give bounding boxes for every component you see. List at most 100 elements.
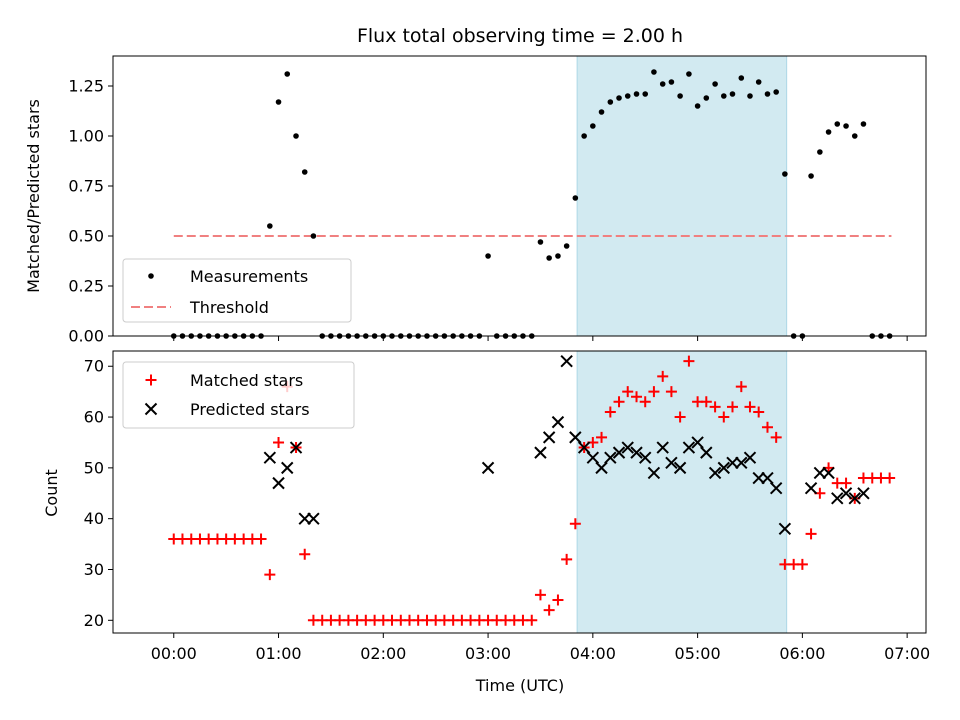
y-tick-label: 0.75 <box>68 177 104 196</box>
predicted-point <box>857 487 870 500</box>
x-tick-label: 03:00 <box>465 644 511 663</box>
predicted-point <box>604 451 617 464</box>
measurement-point <box>694 103 701 109</box>
matched-point <box>648 386 660 398</box>
matched-point <box>700 396 712 408</box>
predicted-point <box>630 446 643 459</box>
x-tick-label: 01:00 <box>255 644 301 663</box>
matched-point <box>665 386 677 398</box>
predicted-point <box>577 441 591 454</box>
measurement-point <box>668 79 675 85</box>
predicted-point <box>822 466 835 480</box>
measurement-point <box>825 129 832 135</box>
measurement-point <box>860 121 867 127</box>
predicted-point <box>586 451 600 464</box>
matched-point <box>622 386 634 398</box>
measurement-point <box>267 223 273 229</box>
measurement-point <box>485 253 491 259</box>
chart-title: Flux total observing time = 2.00 h <box>357 25 683 47</box>
measurement-point <box>284 71 291 77</box>
matched-point <box>264 569 276 581</box>
top-axes-frame <box>112 55 927 337</box>
x-tick-label: 02:00 <box>360 644 406 663</box>
predicted-point <box>769 481 783 495</box>
y-tick-label: 1.25 <box>68 77 104 96</box>
matched-point <box>796 558 808 570</box>
bottom-predicted-points <box>263 354 870 536</box>
predicted-point <box>551 415 565 429</box>
measurement-point <box>659 81 666 87</box>
predicted-point <box>647 466 661 480</box>
matched-point <box>709 401 721 413</box>
measurement-point <box>738 75 745 81</box>
predicted-point <box>726 456 739 469</box>
legend-marker-predicted <box>144 402 158 416</box>
x-tick-label: 00:00 <box>151 644 197 663</box>
y-tick-label: 0.50 <box>68 227 104 246</box>
predicted-point <box>804 481 818 495</box>
predicted-point <box>700 446 713 459</box>
measurement-point <box>773 89 779 95</box>
legend-label-predicted: Predicted stars <box>190 400 310 419</box>
matched-point <box>526 614 538 626</box>
measurement-point <box>633 91 640 97</box>
predicted-point <box>752 471 765 485</box>
matched-point <box>552 594 564 606</box>
measurement-point <box>782 171 788 177</box>
predicted-point <box>272 476 285 490</box>
measurement-point <box>537 239 544 245</box>
x-axis-label: Time (UTC) <box>475 676 564 695</box>
legend-marker-measurements <box>148 273 154 279</box>
predicted-point <box>761 471 774 485</box>
legend-box <box>122 258 352 323</box>
legend-label-threshold: Threshold <box>189 298 269 317</box>
predicted-point <box>621 441 634 454</box>
predicted-point <box>717 461 731 475</box>
measurement-point <box>642 91 649 97</box>
matched-point <box>657 370 669 382</box>
top-legend: Measurements Threshold <box>122 258 352 323</box>
legend-label-measurements: Measurements <box>190 267 308 286</box>
bottom-y-ticks: 20 30 40 50 60 70 <box>84 357 113 630</box>
y-tick-label: 0.00 <box>68 327 104 346</box>
top-x-ticks <box>173 336 908 341</box>
matched-point <box>840 477 852 489</box>
matched-point <box>674 411 686 423</box>
y-tick-label: 0.25 <box>68 277 104 296</box>
matched-point <box>613 396 625 408</box>
measurement-point <box>851 133 858 139</box>
y-tick-label: 1.00 <box>68 127 104 146</box>
matched-point <box>726 401 738 413</box>
matched-point <box>596 431 608 443</box>
matched-point <box>744 401 756 413</box>
measurement-point <box>764 91 771 97</box>
top-y-ticks: 0.00 0.25 0.50 0.75 1.00 1.25 <box>68 77 113 346</box>
measurement-point <box>310 233 317 239</box>
measurement-point <box>651 69 657 75</box>
matched-point <box>718 411 730 423</box>
predicted-point <box>848 492 861 505</box>
measurement-point <box>546 255 552 261</box>
predicted-point <box>682 441 696 454</box>
predicted-point <box>839 487 853 500</box>
measurement-point <box>555 253 561 259</box>
measurement-point <box>677 93 683 99</box>
x-tick-label: 07:00 <box>884 644 930 663</box>
predicted-point <box>263 451 277 464</box>
measurement-point <box>729 91 736 97</box>
measurement-point <box>563 243 570 249</box>
bottom-panel: 20 30 40 50 60 70 00:00 01:00 02:00 03:00 04:00 05… <box>42 350 930 695</box>
matched-point <box>639 396 651 408</box>
measurement-point <box>624 93 631 99</box>
y-tick-label: 40 <box>84 509 104 528</box>
bottom-x-ticks: 00:00 01:00 02:00 03:00 04:00 05:00 06:00 07:00 <box>151 633 930 663</box>
predicted-point <box>708 466 722 480</box>
measurement-point <box>572 195 579 201</box>
x-tick-label: 05:00 <box>675 644 721 663</box>
measurement-point <box>747 93 753 99</box>
top-y-axis-label: Matched/Predicted stars <box>24 99 43 293</box>
matched-point <box>735 381 747 393</box>
y-tick-label: 20 <box>84 611 104 630</box>
predicted-point <box>534 446 547 459</box>
